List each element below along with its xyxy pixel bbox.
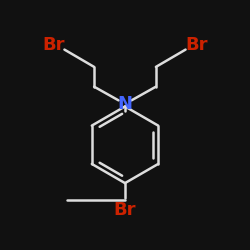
- Text: N: N: [118, 95, 132, 113]
- Text: Br: Br: [42, 36, 64, 54]
- Text: Br: Br: [186, 36, 208, 54]
- Text: Br: Br: [114, 201, 136, 219]
